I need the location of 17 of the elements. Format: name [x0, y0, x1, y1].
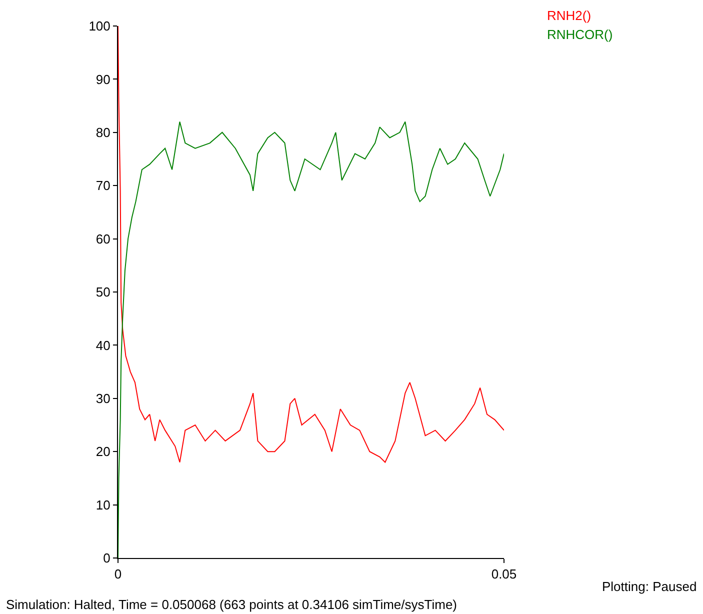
y-tick-label: 70 [96, 178, 110, 194]
line-series [118, 26, 504, 463]
y-tick-label: 20 [96, 444, 110, 460]
text: RNH2() [547, 8, 592, 23]
text: RNHCOR() [547, 27, 613, 42]
text: Plotting: Paused [602, 579, 697, 594]
y-tick-label: 30 [96, 390, 110, 406]
y-tick-label: 0 [103, 550, 110, 566]
y-tick-label: 100 [88, 18, 110, 34]
y-tick-label: 10 [96, 497, 110, 512]
y-tick-label: 40 [96, 338, 110, 353]
x-tick-label: 0.05 [491, 566, 517, 582]
y-tick-label: 80 [96, 124, 110, 140]
text: Simulation: Halted, Time = 0.050068 (663 points at 0.34106 simTime/sysTime) [6, 597, 458, 612]
y-tick-label: 50 [96, 284, 110, 300]
y-tick-label: 90 [96, 72, 110, 87]
y-tick-label: 60 [96, 231, 110, 246]
